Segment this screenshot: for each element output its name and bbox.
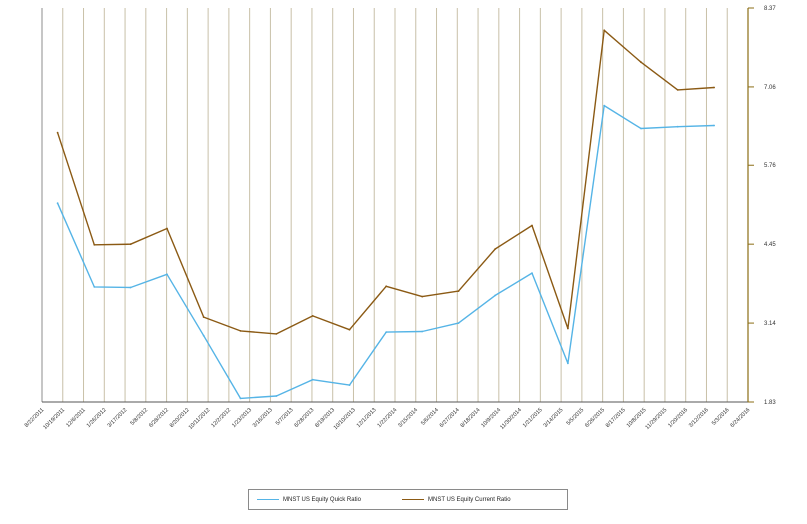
data-point-quick-ratio [531,272,533,274]
x-tick-label: 11/30/2014 [499,407,523,431]
y-tick-label: 3.14 [764,321,776,327]
x-tick-label: 3/16/2013 [252,407,274,429]
data-point-current-ratio [385,285,388,288]
data-point-current-ratio [640,61,642,64]
x-tick-label: 1/23/2013 [231,407,253,429]
data-point-current-ratio [166,227,168,230]
x-tick-label: 5/5/2015 [566,407,586,427]
data-point-current-ratio [494,248,497,250]
x-tick-label: 3/15/2014 [397,407,419,429]
legend-swatch-current-ratio [402,499,424,500]
data-point-quick-ratio [567,362,569,365]
x-tick-label: 5/8/2012 [130,407,150,427]
data-point-current-ratio [129,243,132,246]
x-tick-label: 1/22/2014 [377,407,399,429]
data-point-quick-ratio [676,125,679,128]
x-tick-label: 10/11/2012 [188,407,212,431]
data-point-quick-ratio [385,331,388,333]
x-tick-label: 3/12/2016 [688,407,710,429]
data-point-current-ratio [56,131,59,134]
x-tick-label: 3/14/2015 [543,407,565,429]
x-tick-label: 6/28/2013 [294,407,316,429]
vertical-gridlines [41,8,749,402]
x-tick-label: 5/6/2014 [420,407,440,427]
y-tick-label: 5.76 [764,163,776,169]
x-tick-label: 8/18/2014 [460,407,482,429]
data-point-quick-ratio [494,294,497,297]
y-tick-labels: 1.83 3.14 4.45 5.76 7.06 8.37 [748,6,776,406]
data-point-current-ratio [421,295,424,298]
data-point-quick-ratio [713,124,715,127]
data-point-quick-ratio [348,384,351,386]
x-tick-label: 6/26/2015 [584,407,606,429]
series-lines [56,29,715,400]
data-point-quick-ratio [202,334,205,337]
data-point-quick-ratio [93,286,96,288]
data-point-current-ratio [676,89,679,91]
x-tick-label: 12/6/2011 [65,407,87,429]
x-tick-label: 5/7/2013 [275,407,295,427]
legend-label-quick-ratio: MNST US Equity Quick Ratio [283,496,361,503]
x-tick-label: 1/26/2012 [86,407,108,429]
axes [41,8,749,403]
x-tick-label: 12/1/2013 [356,407,378,429]
x-tick-label: 11/29/2015 [645,407,669,431]
x-tick-label: 1/21/2015 [522,407,544,429]
x-tick-label: 8/17/2015 [605,407,627,429]
data-point-current-ratio [713,86,715,89]
x-tick-label: 1/20/2016 [667,407,689,429]
data-point-current-ratio [311,315,314,317]
data-point-quick-ratio [275,395,278,397]
data-point-current-ratio [202,316,205,318]
x-tick-label: 5/3/2016 [711,407,731,427]
data-point-quick-ratio [457,322,460,324]
data-point-quick-ratio [239,397,242,400]
x-tick-label: 6/28/2012 [148,407,170,429]
data-point-current-ratio [531,224,533,227]
data-point-current-ratio [348,328,351,331]
data-point-quick-ratio [56,202,59,205]
data-point-quick-ratio [603,104,606,107]
data-point-current-ratio [93,243,96,246]
x-tick-label: 3/17/2012 [107,407,129,429]
y-tick-label: 1.83 [764,400,776,406]
x-tick-label: 10/10/2013 [333,407,357,431]
y-tick-label: 4.45 [764,242,776,248]
legend-item-quick-ratio: MNST US Equity Quick Ratio [257,490,361,509]
series-line-quick-ratio [56,104,715,400]
x-tick-label: 12/2/2012 [210,407,232,429]
data-point-current-ratio [567,327,569,330]
x-tick-label: 6/24/2016 [730,407,752,429]
data-point-quick-ratio [640,127,642,130]
x-tick-label: 8/22/2011 [24,407,46,429]
data-point-quick-ratio [129,286,132,289]
y-tick-label: 8.37 [764,6,776,12]
series-line-current-ratio [56,29,715,335]
y-tick-label: 7.06 [764,85,776,91]
data-point-current-ratio [457,290,460,292]
data-point-quick-ratio [421,330,424,333]
legend-item-current-ratio: MNST US Equity Current Ratio [402,490,511,509]
legend-swatch-quick-ratio [257,499,279,500]
data-point-quick-ratio [166,273,168,276]
legend: MNST US Equity Quick Ratio MNST US Equit… [248,489,568,510]
data-point-quick-ratio [311,378,314,381]
data-point-current-ratio [603,29,606,32]
data-point-current-ratio [275,333,278,335]
legend-label-current-ratio: MNST US Equity Current Ratio [428,496,511,503]
x-tick-label: 6/27/2014 [439,407,461,429]
data-point-current-ratio [239,330,242,332]
x-tick-label: 10/19/2011 [42,407,66,431]
